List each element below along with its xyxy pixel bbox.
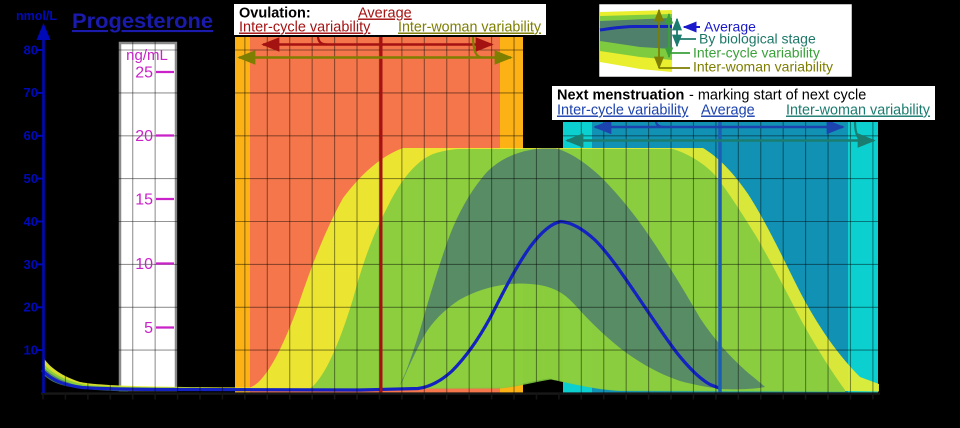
legend-inter-cycle-label: Inter-cycle variability xyxy=(693,45,820,61)
ovulation-box-frame xyxy=(232,2,548,37)
y-tick-60: 60 xyxy=(24,128,38,143)
ngml-scale: ng/mL 25 20 15 10 5 xyxy=(126,47,174,337)
ovulation-inter-cycle-label[interactable]: Inter-cycle variability xyxy=(239,20,371,36)
ng-tick-20: 20 xyxy=(135,128,153,145)
legend-average-label: Average xyxy=(704,19,756,35)
by-stage-band xyxy=(398,148,765,390)
y-tick-20: 20 xyxy=(24,300,38,315)
ng-tick-25: 25 xyxy=(135,65,153,82)
next-subtitle: - marking start of next cycle xyxy=(689,88,866,104)
ovulation-heading: Ovulation: xyxy=(239,6,311,22)
ngml-scale-box xyxy=(118,41,178,392)
ng-tick-10: 10 xyxy=(135,256,153,273)
y-tick-80: 80 xyxy=(24,43,38,58)
y-axis-nmol: 80 70 60 50 40 30 20 10 nmol/L xyxy=(16,9,57,393)
y-axis-tick-labels: 80 70 60 50 40 30 20 10 xyxy=(24,43,38,358)
y-tick-50: 50 xyxy=(24,171,38,186)
x-axis xyxy=(41,392,880,400)
average-progesterone-line xyxy=(41,219,721,392)
next-inter-woman-label[interactable]: Inter-woman variability xyxy=(786,103,931,119)
legend-inter-woman-label: Inter-woman variability xyxy=(693,59,833,75)
y-tick-40: 40 xyxy=(24,214,38,229)
next-menstruation-arrows xyxy=(565,119,876,148)
y-tick-30: 30 xyxy=(24,257,38,272)
ovulation-inter-woman-label[interactable]: Inter-woman variability xyxy=(398,20,542,36)
ovulation-arrows xyxy=(237,35,513,65)
legend-mini-chart xyxy=(599,8,683,72)
ng-tick-15: 15 xyxy=(135,192,153,209)
progesterone-bands xyxy=(41,148,879,392)
x-axis-ticks xyxy=(42,393,874,400)
y-axis-ticks xyxy=(36,49,43,352)
ng-tick-5: 5 xyxy=(144,320,153,337)
y-axis-arrow-icon xyxy=(36,23,51,40)
y-tick-70: 70 xyxy=(24,85,38,100)
legend-average-swatch xyxy=(599,25,672,32)
ngml-ticks xyxy=(156,70,174,329)
ovulation-label-box: Ovulation: Average Inter-cycle variabili… xyxy=(232,2,548,37)
y-tick-10: 10 xyxy=(24,343,38,358)
next-inter-cycle-label[interactable]: Inter-cycle variability xyxy=(557,103,689,119)
next-average-label[interactable]: Average xyxy=(701,103,755,119)
by-stage-band-left-tail xyxy=(43,367,128,392)
legend-box: Average By biological stage Inter-cycle … xyxy=(596,1,855,80)
legend-by-stage-label: By biological stage xyxy=(699,31,816,47)
y-axis-unit-label: nmol/L xyxy=(16,9,57,23)
next-menstruation-label-box: Next menstruation - marking start of nex… xyxy=(550,84,937,122)
ovulation-average-label[interactable]: Average xyxy=(358,6,412,22)
next-heading: Next menstruation xyxy=(557,88,684,104)
ngml-tick-labels: 25 20 15 10 5 xyxy=(135,65,153,338)
chart-title[interactable]: Progesterone xyxy=(72,10,213,33)
ngml-unit-label: ng/mL xyxy=(126,47,168,64)
next-box-frame xyxy=(550,84,937,122)
